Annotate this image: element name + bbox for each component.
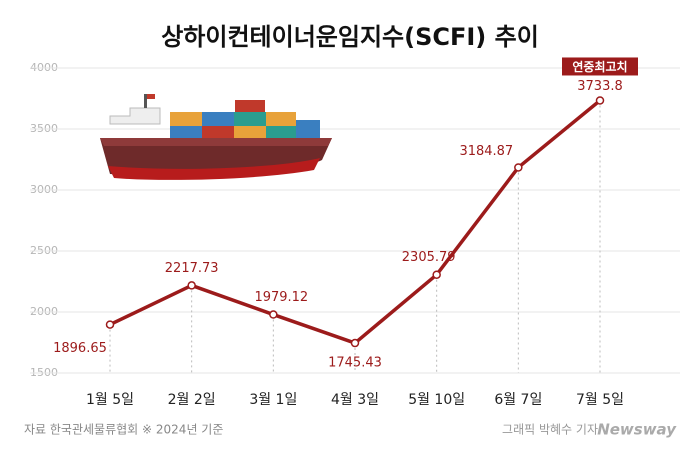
annotation-box bbox=[562, 57, 638, 76]
value-label: 1745.43 bbox=[328, 356, 382, 371]
x-tick-label: 5월 10일 bbox=[408, 392, 465, 408]
value-label: 3184.87 bbox=[459, 144, 513, 159]
x-tick-label: 2월 2일 bbox=[168, 392, 216, 408]
value-label: 1979.12 bbox=[254, 290, 308, 305]
value-label: 3733.8 bbox=[577, 79, 623, 94]
marker bbox=[514, 163, 523, 172]
marker bbox=[350, 338, 360, 348]
marker bbox=[269, 310, 278, 319]
marker bbox=[187, 281, 196, 290]
annotation: 연중최고치 bbox=[572, 59, 627, 74]
marker bbox=[105, 320, 115, 329]
source: 자료 한국관세물류협회 ※ 2024년 기준 bbox=[24, 423, 223, 437]
x-tick-label: 1월 5일 bbox=[86, 392, 134, 408]
x-tick-label: 3월 1일 bbox=[249, 392, 297, 408]
credit: 그래픽 박혜수 기자 bbox=[502, 423, 598, 437]
marker bbox=[432, 270, 441, 279]
plot: 1월 5일 2월 2일 3월 1일 4월 3일 5월 10일 6월 7일 7월 5일 1896… bbox=[53, 57, 638, 408]
x-tick-label: 6월 7일 bbox=[494, 392, 542, 408]
ship-illustration bbox=[100, 94, 332, 180]
chart-title: 상하이컨테이너운임지수(SCFI) 추이 bbox=[161, 23, 539, 51]
x-tick-label: 4월 3일 bbox=[331, 392, 379, 408]
brand: Newsway bbox=[597, 421, 677, 439]
x-tick-label: 7월 5일 bbox=[576, 392, 624, 408]
value-label: 2217.73 bbox=[165, 261, 219, 276]
value-label: 2305.79 bbox=[402, 250, 456, 265]
value-label: 1896.65 bbox=[53, 341, 107, 356]
marker bbox=[595, 96, 605, 105]
